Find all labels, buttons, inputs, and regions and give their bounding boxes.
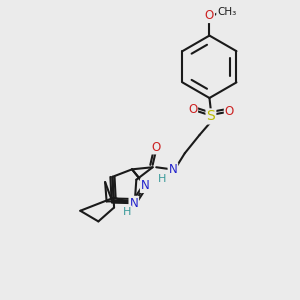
Text: N: N: [169, 163, 177, 176]
Text: H: H: [123, 206, 131, 217]
Text: H: H: [158, 174, 166, 184]
Text: N: N: [141, 179, 150, 192]
Text: O: O: [205, 9, 214, 22]
Text: S: S: [207, 110, 215, 123]
Text: N: N: [129, 197, 138, 210]
Text: CH₃: CH₃: [217, 7, 236, 17]
Text: O: O: [152, 140, 161, 154]
Text: O: O: [225, 105, 234, 118]
Text: O: O: [188, 103, 197, 116]
